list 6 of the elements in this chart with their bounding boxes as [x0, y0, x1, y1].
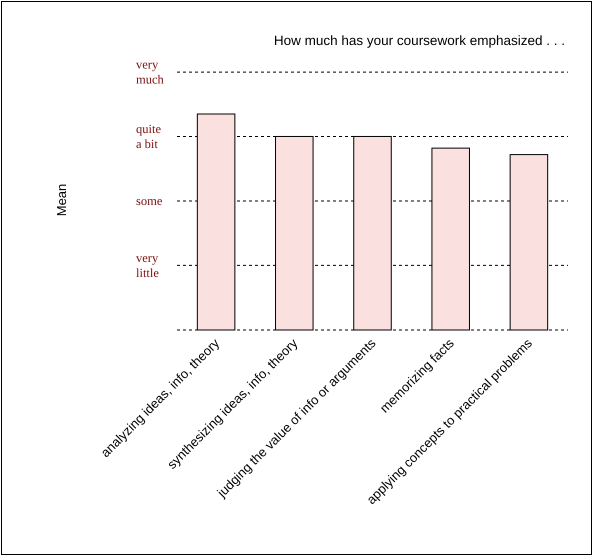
ref-line-label: quite a bit: [136, 122, 162, 151]
y-axis-title: Mean: [54, 184, 69, 216]
ref-line-label: very little: [136, 250, 160, 280]
ref-line-label: very much: [136, 58, 165, 87]
chart-title: How much has your coursework emphasized . . .: [274, 33, 565, 48]
ref-line-label: some: [136, 194, 163, 208]
